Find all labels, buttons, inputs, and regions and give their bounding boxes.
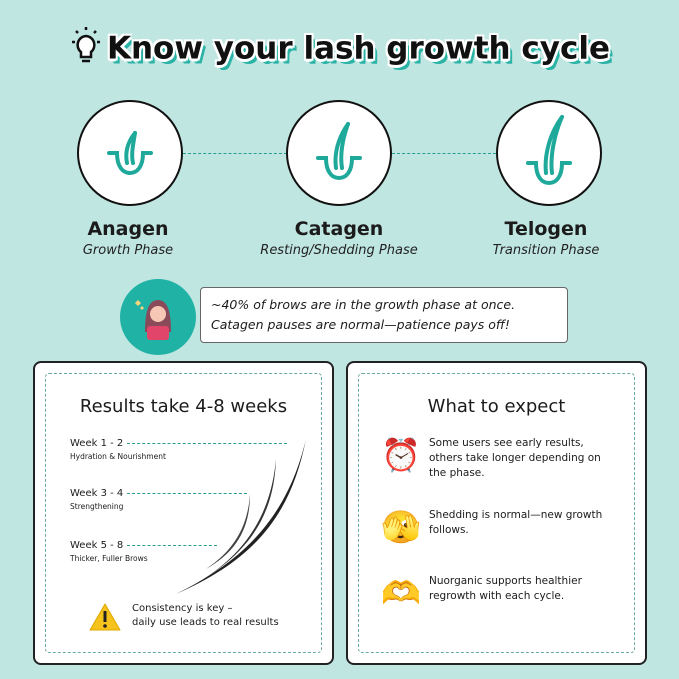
expect-title: What to expect [427,396,566,417]
phase-subtitle: Growth Phase [82,243,174,258]
week-item: Week 3 - 4 Strengthening [70,488,248,511]
results-card: Results take 4-8 weeks Week 1 - 2 Hydrati… [33,361,334,665]
face-peeking-icon: 🫣 [381,508,421,546]
connector-line [392,153,496,154]
alarm-clock-icon: ⏰ [381,436,421,474]
expect-item: 🫣 Shedding is normal—new growth follows. [381,508,603,546]
expect-card: What to expect ⏰ Some users see early res… [346,361,647,665]
lash-illustration [176,439,306,594]
expect-item: ⏰ Some users see early results, others ta… [381,436,601,479]
callout-box: ~40% of brows are in the growth phase at… [200,287,568,343]
phase-name: Telogen [504,218,588,240]
hair-follicle-icon [316,122,362,181]
connector-line [183,153,287,154]
catagen-circle [286,100,392,206]
page-title: Know your lash growth cycle [0,26,679,74]
week-item: Week 1 - 2 Hydration & Nourishment [70,438,288,461]
consistency-note: Consistency is key – daily use leads to r… [88,602,279,632]
anagen-circle [77,100,183,206]
warning-icon [89,603,121,631]
week-item: Week 5 - 8 Thicker, Fuller Brows [70,540,218,563]
hair-follicle-icon [107,131,153,176]
woman-avatar-icon [120,279,196,355]
phase-name: Anagen [87,218,169,240]
lightbulb-icon [69,26,103,74]
results-title: Results take 4-8 weeks [79,396,288,417]
phase-name: Catagen [294,218,384,240]
phase-subtitle: Resting/Shedding Phase [260,243,418,258]
expect-item: 🫶 Nuorganic supports healthier regrowth w… [381,574,582,612]
telogen-circle [496,100,602,206]
heart-hands-icon: 🫶 [381,574,421,612]
hair-follicle-icon [526,115,572,186]
phase-subtitle: Transition Phase [492,243,600,258]
